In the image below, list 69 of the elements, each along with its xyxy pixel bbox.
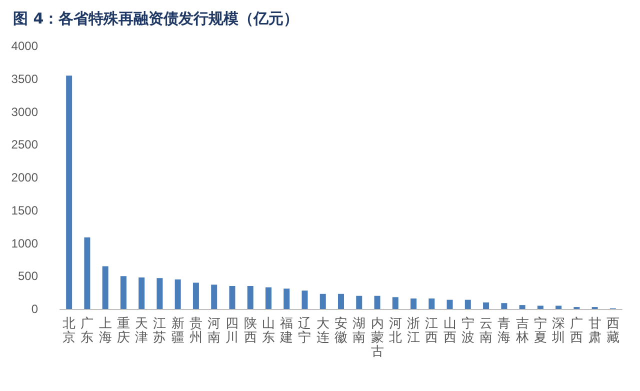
bar (338, 294, 344, 309)
bar (84, 237, 90, 309)
x-tick-label: 河北 (388, 316, 402, 346)
bar (284, 288, 290, 309)
x-tick-label: 浙江 (407, 316, 420, 346)
y-tick-label: 3500 (11, 72, 38, 86)
x-tick-label: 湖南 (352, 316, 366, 346)
bar (66, 76, 72, 309)
x-tick-label: 广东 (80, 316, 94, 346)
bar (102, 266, 108, 309)
y-tick-label: 2500 (11, 138, 38, 152)
x-tick-label: 宁夏 (534, 316, 547, 346)
bar (265, 287, 272, 309)
x-tick-label: 广西 (570, 316, 584, 346)
y-tick-label: 3000 (11, 104, 38, 119)
x-tick-label: 山西 (443, 316, 456, 346)
x-tick-label: 深圳 (551, 316, 566, 346)
x-tick-label: 安徽 (334, 316, 348, 346)
bar (138, 277, 145, 309)
x-tick-label: 甘肃 (588, 316, 602, 346)
bar (464, 300, 471, 309)
x-tick-label: 云南 (480, 316, 493, 346)
y-tick-label: 4000 (11, 39, 38, 53)
x-tick-label: 江苏 (153, 316, 166, 346)
bar (247, 286, 254, 309)
x-tick-label: 福建 (279, 316, 294, 346)
x-tick-label: 新疆 (171, 316, 184, 346)
y-tick-label: 500 (18, 269, 38, 284)
x-tick-label: 吉林 (514, 316, 529, 346)
bar (211, 284, 218, 309)
bar (537, 306, 544, 309)
y-tick-label: 0 (31, 302, 38, 316)
x-tick-label: 上海 (98, 316, 112, 346)
bar (156, 278, 163, 309)
x-tick-label: 北京 (62, 316, 76, 346)
bar (356, 296, 362, 309)
bar (229, 286, 236, 309)
bar (320, 294, 326, 309)
x-tick-label: 贵州 (189, 316, 202, 346)
bar (483, 302, 490, 309)
bar (519, 305, 526, 309)
x-tick-label: 西藏 (606, 316, 620, 346)
y-tick-label: 1000 (11, 236, 38, 250)
bar (428, 298, 435, 309)
y-tick-label: 2000 (11, 170, 38, 184)
x-tick-label: 四川 (226, 316, 239, 346)
chart-title: 图 4：各省特殊再融资债发行规模（亿元） (13, 10, 299, 28)
y-tick-label: 1500 (11, 203, 38, 218)
x-tick-label: 辽宁 (298, 316, 312, 346)
x-tick-label: 青海 (498, 316, 511, 346)
bar (392, 297, 398, 309)
bar (302, 290, 308, 309)
x-tick-label: 宁波 (461, 316, 474, 346)
x-tick-label: 江西 (425, 316, 438, 346)
bar (174, 279, 181, 309)
x-tick-label: 内蒙古 (370, 316, 384, 360)
x-tick-label: 陕西 (244, 316, 257, 346)
bar (446, 300, 453, 309)
x-tick-label: 天津 (135, 316, 148, 346)
bar (192, 282, 199, 309)
bar (120, 276, 126, 309)
x-tick-label: 重庆 (116, 316, 130, 346)
bar (501, 303, 508, 309)
x-tick-label: 河南 (208, 316, 221, 346)
bar (556, 306, 562, 309)
x-tick-label: 大连 (316, 316, 330, 346)
x-tick-label: 山东 (262, 316, 275, 346)
bar (374, 296, 380, 309)
bar (410, 298, 417, 309)
